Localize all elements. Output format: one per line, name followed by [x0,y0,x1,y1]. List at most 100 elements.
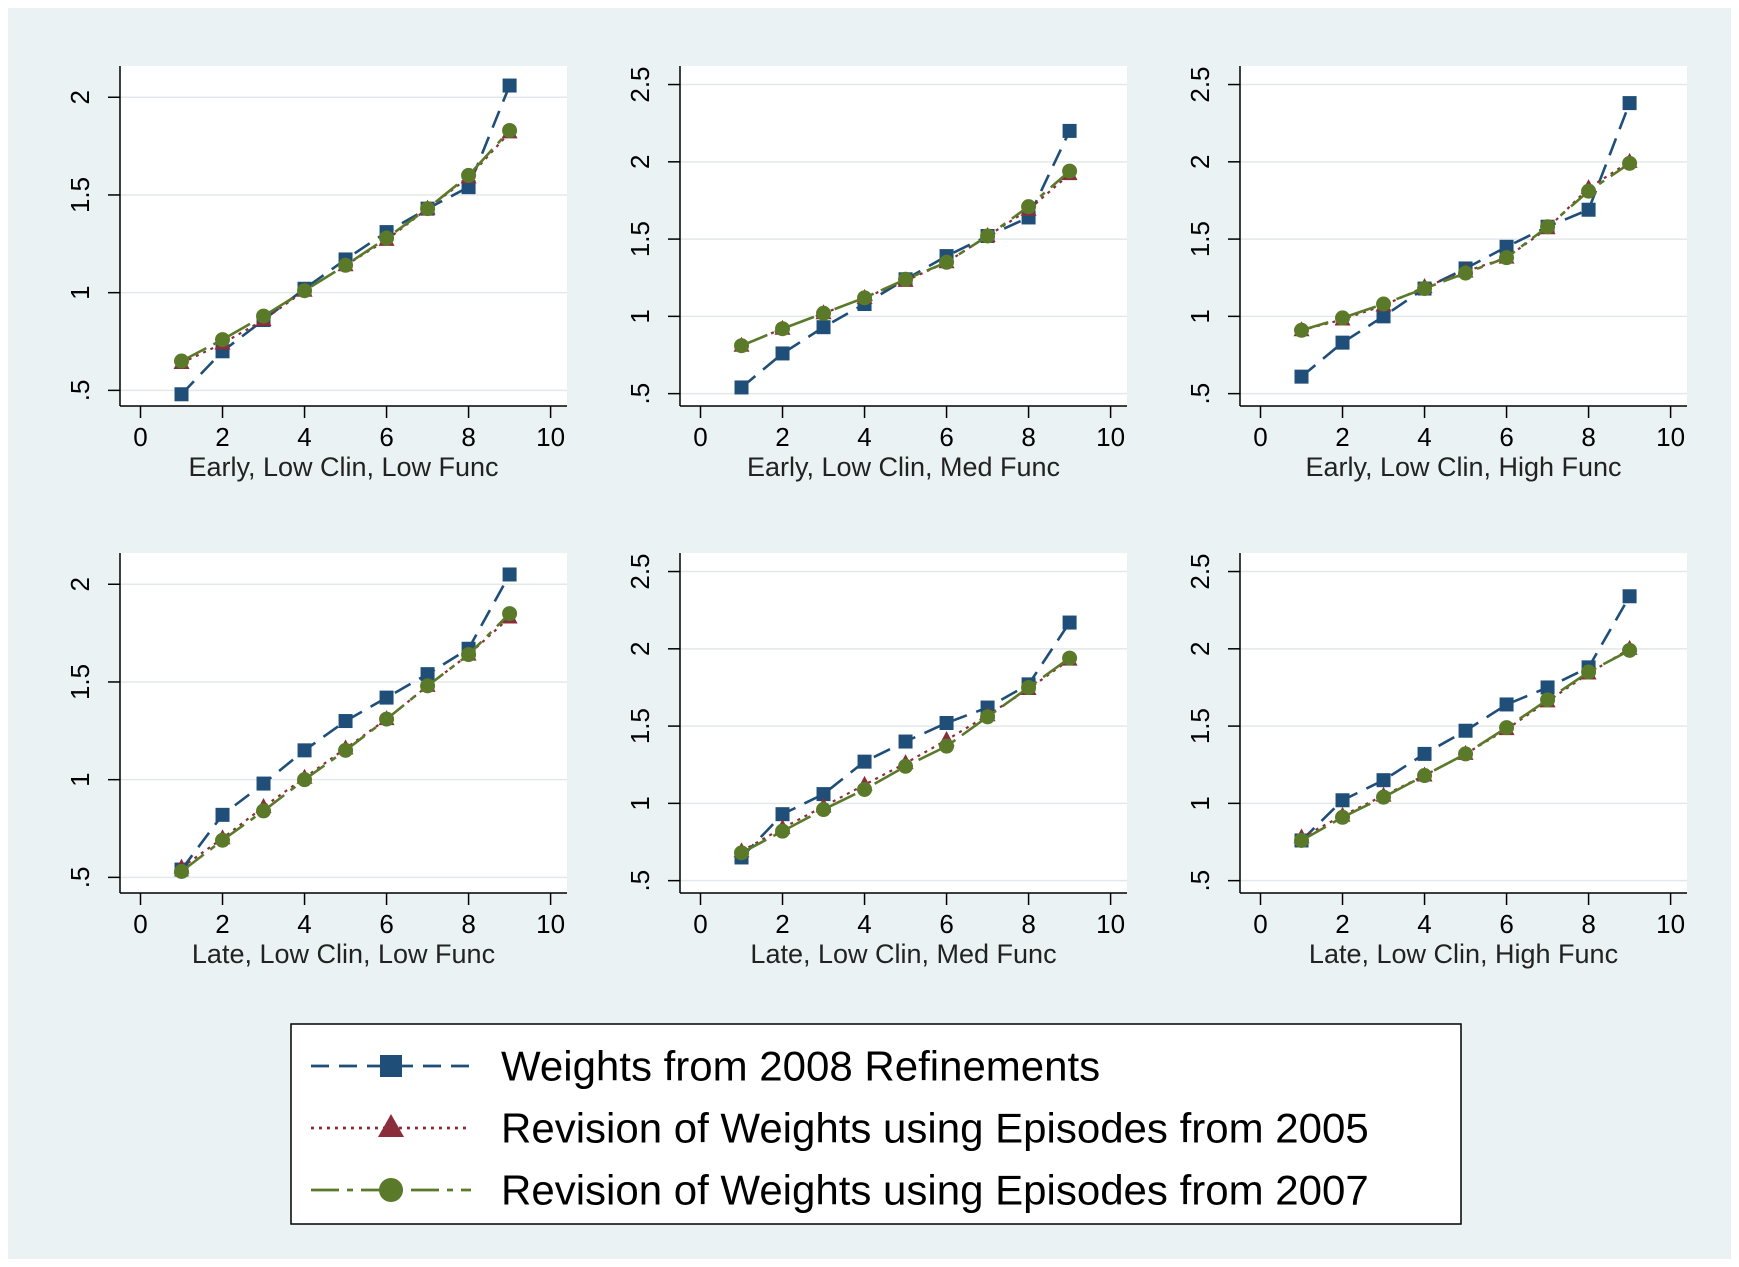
data-point-circle [939,254,955,270]
x-tick-label: 0 [693,422,707,452]
data-point-circle [1376,789,1392,805]
y-tick-label: 2 [1185,155,1215,169]
y-tick-label: 2 [625,155,655,169]
data-point-square [297,743,312,758]
data-point-circle [461,647,477,663]
data-point-circle [980,709,996,725]
data-point-circle [1540,692,1556,708]
plot-area [1240,553,1687,893]
legend: Weights from 2008 Refinements Revision of… [290,1023,1462,1225]
data-point-circle [1021,679,1037,695]
x-tick-label: 2 [775,909,789,939]
data-point-circle [379,711,395,727]
data-point-circle [461,167,477,183]
data-point-circle [898,271,914,287]
y-tick-label: 2 [65,90,95,104]
series-line-1 [180,573,511,871]
data-point-circle [1021,199,1037,215]
data-point-square [1376,309,1391,324]
legend-entry-3: Revision of Weights using Episodes from … [311,1167,1369,1214]
data-point-circle [338,257,354,273]
data-point-square [379,690,394,705]
y-tick-label: 1.5 [625,708,655,744]
x-tick-label: 10 [536,909,565,939]
data-point-circle [1458,746,1474,762]
data-point-square [1376,773,1391,788]
data-point-circle [1417,281,1433,297]
y-tick-label: .5 [1185,383,1215,405]
data-point-square [1499,697,1514,712]
plot-area [1240,66,1687,406]
data-point-square [775,807,790,822]
x-tick-label: 6 [1499,422,1513,452]
data-point-square [857,754,872,769]
data-point-circle [939,738,955,754]
panel-6: .5 1 1.5 2 2.5 0 2 4 6 8 10 Late, Low Clin, High Fu… [1185,553,1687,969]
data-point-circle [256,308,272,324]
data-point-square [734,380,749,395]
plot-area [680,66,1127,406]
x-tick-label: 0 [1253,909,1267,939]
y-tick-label: 2 [1185,642,1215,656]
panel-4: .5 1 1.5 2 0 2 4 6 8 10 Late, Low Clin, Low Func [65,553,567,969]
data-point-circle [215,332,231,348]
legend-circle-marker [379,1178,403,1202]
data-point-circle [420,201,436,217]
x-axis-title: Late, Low Clin, Med Func [750,939,1056,969]
panel-5: .5 1 1.5 2 2.5 0 2 4 6 8 10 Late, Low Clin, Med Fun… [625,553,1127,969]
data-point-circle [1335,809,1351,825]
data-point-circle [1294,832,1310,848]
y-tick-label: 2 [65,577,95,591]
data-point-circle [980,228,996,244]
data-point-circle [297,283,313,299]
data-point-circle [379,230,395,246]
figure: .5 1 1.5 2 0 2 4 6 8 10 Early, Low Clin, Low Func.… [8,8,1731,1259]
data-point-square [775,346,790,361]
data-point-square [816,787,831,802]
series-line-3 [1300,649,1631,842]
data-point-square [461,180,476,195]
data-point-square [1540,680,1555,695]
y-tick-label: 1 [1185,796,1215,810]
data-point-circle [734,845,750,861]
x-tick-label: 4 [1417,422,1431,452]
data-point-circle [775,321,791,337]
y-tick-label: .5 [65,380,95,402]
y-tick-label: 1.5 [65,177,95,213]
x-tick-label: 2 [775,422,789,452]
x-tick-label: 2 [215,422,229,452]
x-tick-label: 2 [215,909,229,939]
x-tick-label: 8 [1021,909,1035,939]
series-line-3 [740,657,1071,854]
y-tick-label: 1 [625,309,655,323]
panel-2: .5 1 1.5 2 2.5 0 2 4 6 8 10 Early, Low Clin, Med Fu… [625,66,1127,482]
data-point-square [215,807,230,822]
x-tick-label: 4 [1417,909,1431,939]
x-axis-title: Early, Low Clin, Med Func [747,452,1060,482]
data-point-circle [1376,296,1392,312]
data-point-circle [1622,155,1638,171]
x-tick-label: 0 [693,909,707,939]
data-point-circle [174,353,190,369]
data-point-square [256,776,271,791]
data-point-circle [256,803,272,819]
x-tick-label: 2 [1335,422,1349,452]
x-tick-label: 2 [1335,909,1349,939]
y-tick-label: .5 [65,867,95,889]
x-tick-label: 6 [939,909,953,939]
y-tick-label: 1.5 [625,221,655,257]
data-point-square [1622,96,1637,111]
legend-label: Revision of Weights using Episodes from … [501,1167,1369,1214]
y-tick-label: 1 [65,772,95,786]
x-tick-label: 10 [1096,422,1125,452]
data-point-square [1335,793,1350,808]
plot-area [120,66,567,406]
data-point-circle [857,290,873,306]
y-tick-label: 2.5 [625,553,655,589]
x-tick-label: 8 [1021,422,1035,452]
data-point-square [1062,123,1077,138]
x-tick-label: 10 [1656,909,1685,939]
data-point-circle [1581,664,1597,680]
x-tick-label: 6 [379,909,393,939]
